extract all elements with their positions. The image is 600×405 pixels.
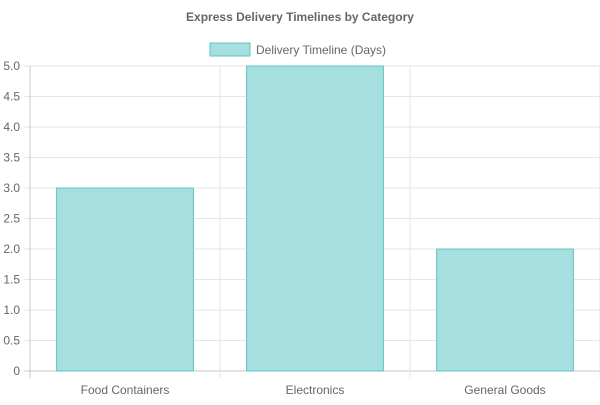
y-tick-label: 4.0 bbox=[3, 120, 20, 134]
y-tick-label: 2.0 bbox=[3, 242, 20, 256]
x-axis-tick-labels: Food Containers Electronics General Goods bbox=[81, 383, 546, 397]
x-tick-label: Electronics bbox=[286, 383, 345, 397]
y-tick-label: 0 bbox=[13, 364, 20, 378]
bar-electronics[interactable] bbox=[246, 65, 384, 372]
chart-title: Express Delivery Timelines by Category bbox=[186, 10, 414, 24]
legend-label: Delivery Timeline (Days) bbox=[256, 43, 386, 57]
x-tick-label: General Goods bbox=[464, 383, 545, 397]
bar-general-goods[interactable] bbox=[436, 248, 574, 372]
y-tick-label: 3.5 bbox=[3, 151, 20, 165]
y-tick-label: 1.0 bbox=[3, 303, 20, 317]
legend-swatch bbox=[209, 42, 251, 57]
legend[interactable]: Delivery Timeline (Days) bbox=[209, 42, 386, 57]
y-tick-label: 0.5 bbox=[3, 334, 20, 348]
y-tick-label: 3.0 bbox=[3, 181, 20, 195]
y-tick-label: 1.5 bbox=[3, 273, 20, 287]
y-axis-tick-labels: 0 0.5 1.0 1.5 2.0 2.5 3.0 3.5 4.0 4.5 5.0 bbox=[3, 59, 20, 378]
bar-food-containers[interactable] bbox=[56, 187, 194, 372]
x-tick-label: Food Containers bbox=[81, 383, 170, 397]
y-tick-label: 4.5 bbox=[3, 90, 20, 104]
bars bbox=[56, 65, 574, 372]
y-tick-label: 2.5 bbox=[3, 212, 20, 226]
y-tick-label: 5.0 bbox=[3, 59, 20, 73]
